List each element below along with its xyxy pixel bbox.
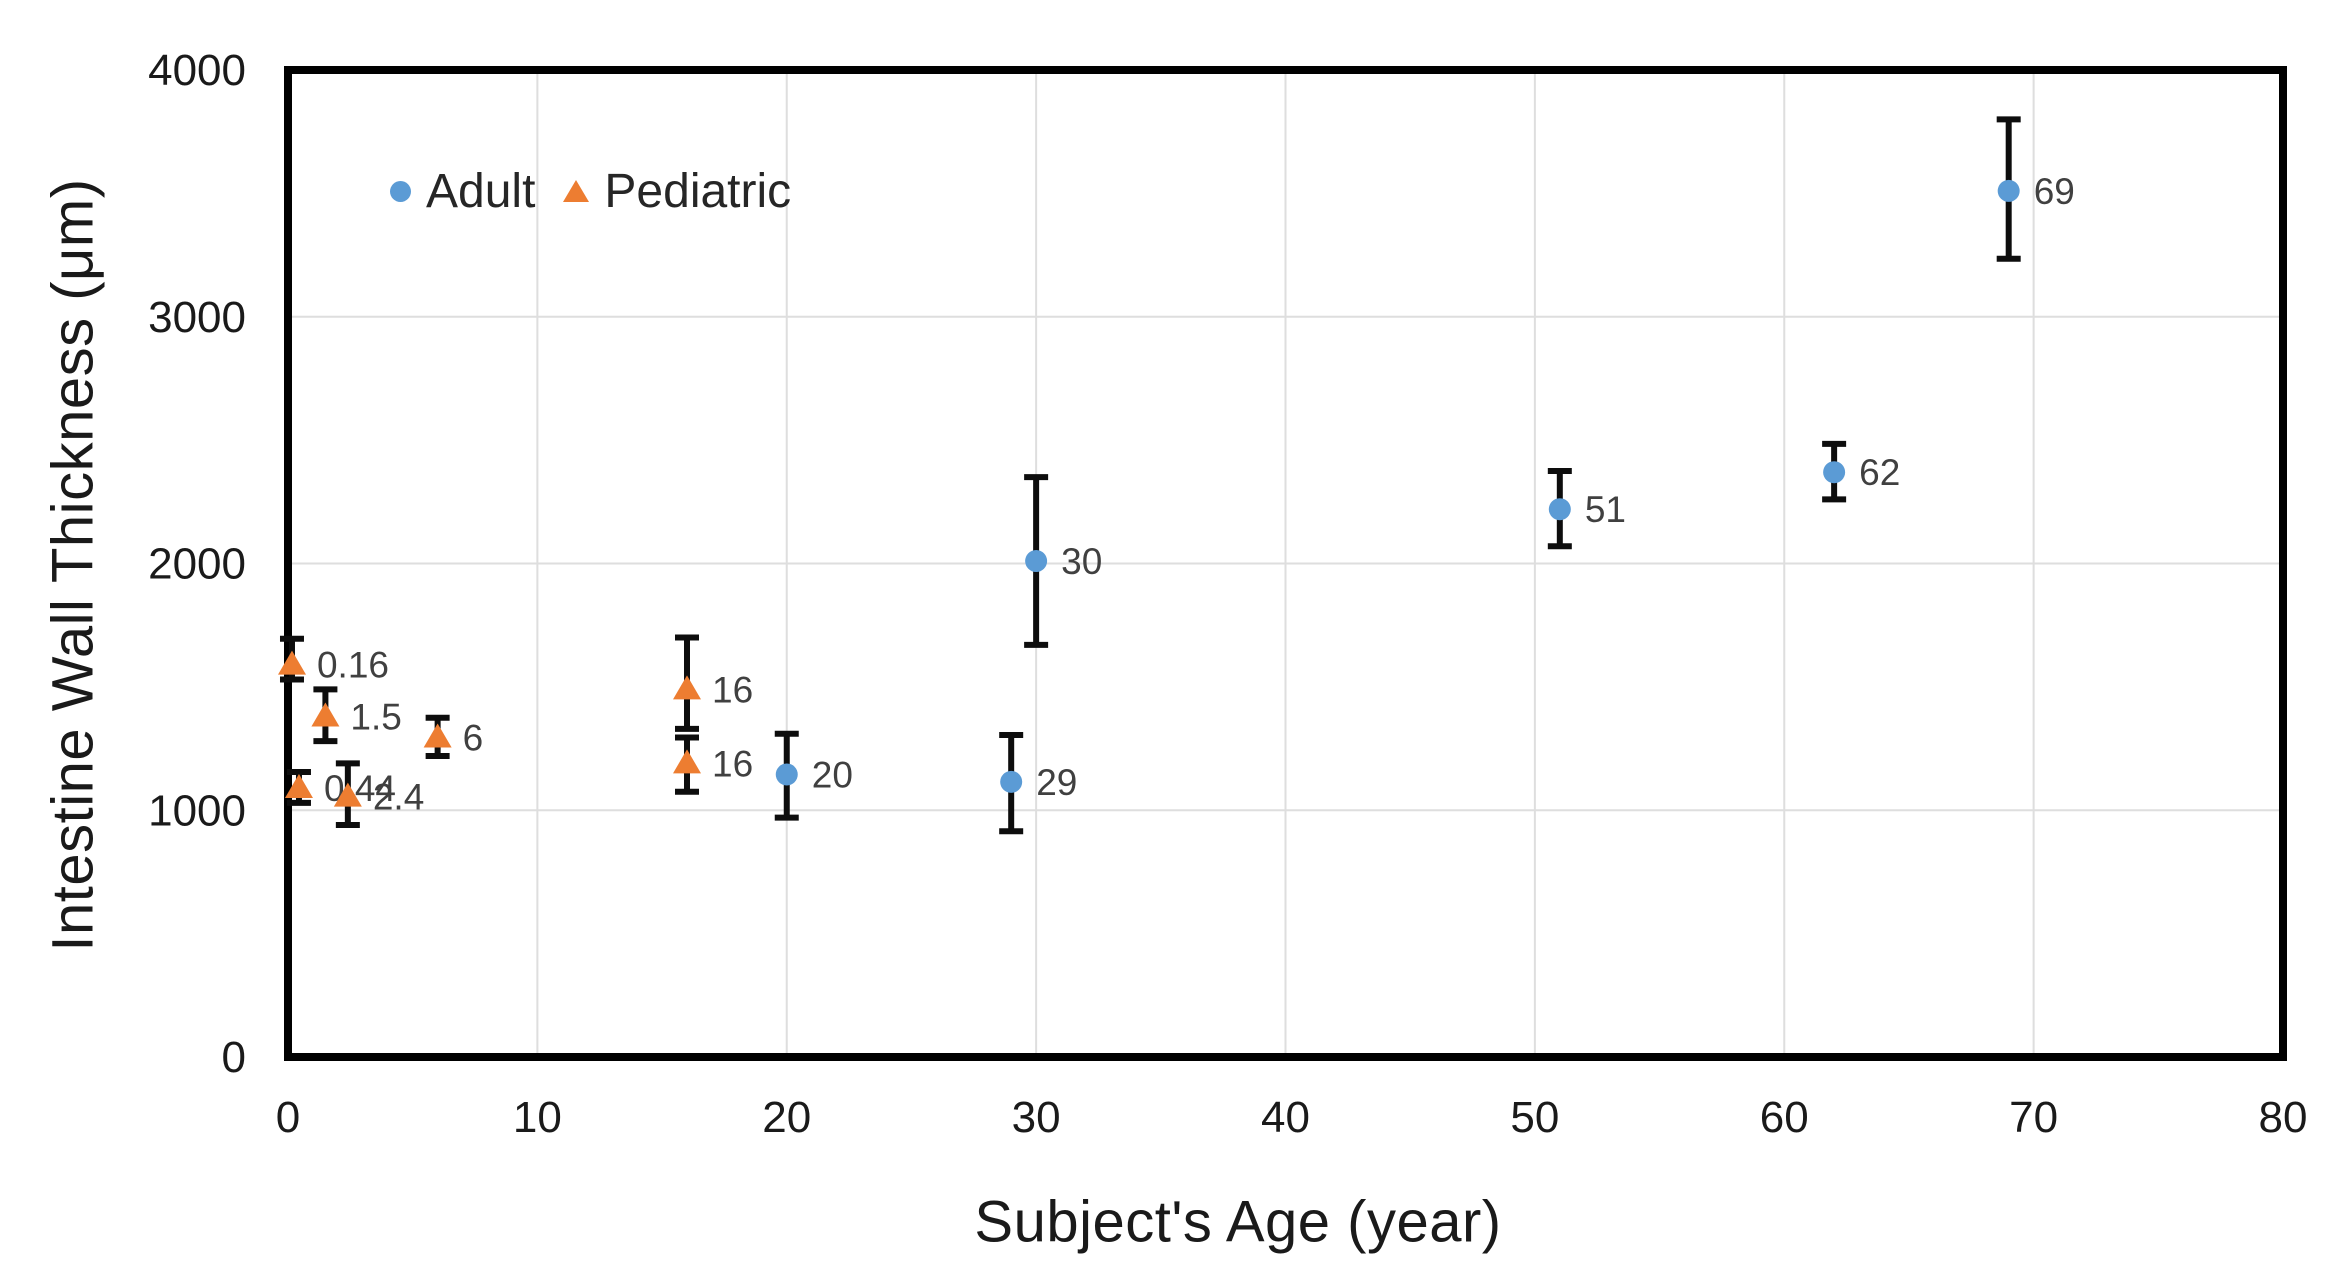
- x-tick-label: 80: [2259, 1093, 2308, 1142]
- data-point-pediatric: [673, 675, 701, 700]
- data-point-pediatric: [333, 782, 362, 807]
- data-point-pediatric: [423, 723, 452, 748]
- x-tick-label: 30: [1012, 1093, 1061, 1142]
- data-point-label: 1.5: [350, 696, 401, 737]
- x-tick-label: 60: [1760, 1093, 1809, 1142]
- y-tick-label: 2000: [148, 540, 246, 589]
- data-point-pediatric: [277, 650, 306, 675]
- data-point-adult: [1548, 498, 1571, 521]
- legend-label-pediatric: Pediatric: [604, 164, 792, 218]
- data-point-label: 2.4: [373, 777, 424, 818]
- data-point-adult: [1823, 461, 1846, 484]
- data-point-label: 20: [812, 754, 853, 795]
- data-point-pediatric: [311, 702, 340, 727]
- x-tick-label: 20: [762, 1093, 811, 1142]
- data-point-label: 51: [1585, 489, 1626, 530]
- data-point-adult: [1997, 179, 2020, 202]
- data-point-pediatric: [284, 774, 313, 799]
- legend-item-pediatric: Pediatric: [563, 164, 791, 219]
- legend: Adult Pediatric: [390, 164, 791, 218]
- x-tick-label: 50: [1510, 1093, 1559, 1142]
- x-tick-label: 40: [1261, 1093, 1310, 1142]
- data-point-label: 30: [1061, 541, 1102, 582]
- data-point-label: 62: [1859, 452, 1900, 493]
- adult-marker-icon: [390, 180, 411, 202]
- x-tick-label: 10: [513, 1093, 562, 1142]
- legend-item-adult: Adult: [390, 164, 535, 219]
- data-point-label: 0.16: [317, 645, 389, 686]
- data-point-label: 29: [1036, 762, 1077, 803]
- x-tick-label: 70: [2009, 1093, 2058, 1142]
- legend-label-adult: Adult: [426, 164, 536, 218]
- y-axis-title: Intestine Wall Thickness (μm): [40, 178, 106, 952]
- y-tick-label: 0: [222, 1033, 246, 1082]
- data-point-label: 16: [712, 743, 753, 784]
- plot-frame: [284, 66, 2287, 1061]
- y-tick-label: 3000: [148, 293, 246, 342]
- y-tick-label: 1000: [148, 786, 246, 835]
- x-tick-label: 0: [276, 1093, 300, 1142]
- data-point-label: 69: [2034, 171, 2075, 212]
- data-point-adult: [775, 763, 798, 786]
- data-point-label: 16: [712, 669, 753, 710]
- y-tick-label: 4000: [148, 46, 246, 95]
- data-point-adult: [1025, 550, 1048, 573]
- data-point-label: 0.44: [324, 768, 396, 809]
- data-point-adult: [1000, 770, 1023, 793]
- pediatric-marker-icon: [563, 180, 590, 202]
- data-point-label: 6: [463, 717, 484, 758]
- x-axis-title: Subject's Age (year): [974, 1189, 1502, 1255]
- data-point-pediatric: [673, 749, 701, 774]
